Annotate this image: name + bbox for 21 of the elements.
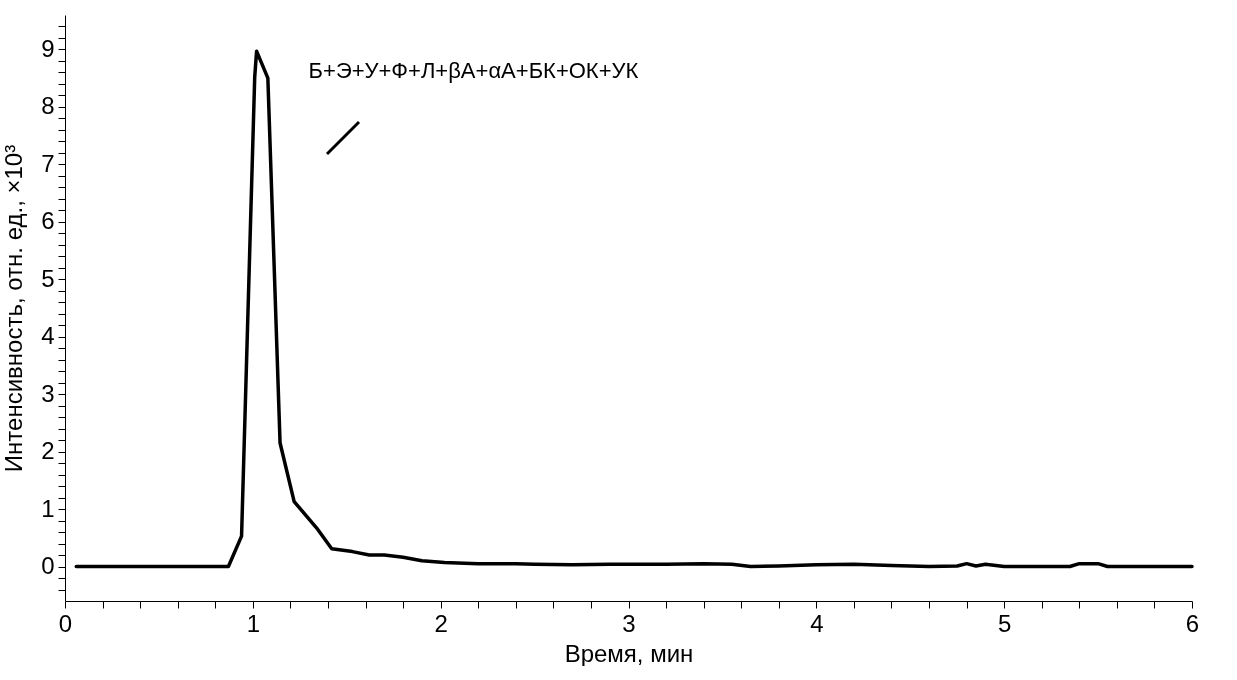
y-tick-label: 3 [41,379,55,407]
x-tick-label: 0 [58,609,73,637]
x-tick-label: 4 [810,609,824,637]
y-tick-label: 8 [41,92,55,120]
y-axis-title: Интенсивность, отн. ед., ×10³ [0,144,28,473]
y-tick-label: 1 [41,494,55,522]
y-tick-label: 6 [41,207,55,235]
x-tick-label: 1 [246,609,261,637]
y-tick-label: 9 [41,34,55,62]
line-series [74,49,1194,569]
x-tick-label: 3 [622,609,636,637]
x-tick-label: 2 [434,609,448,637]
x-axis-title: Время, мин [564,639,694,667]
y-tick-label: 5 [41,264,55,292]
y-tick-label: 4 [41,322,55,350]
annotation: Б+Э+У+Ф+Л+βА+αА+БК+ОК+УК [308,58,639,84]
x-tick-label: 6 [1185,609,1200,637]
y-tick-label: 0 [41,552,55,580]
x-tick-label: 5 [997,609,1012,637]
y-tick-label: 2 [41,437,55,465]
y-tick-label: 7 [41,149,55,177]
